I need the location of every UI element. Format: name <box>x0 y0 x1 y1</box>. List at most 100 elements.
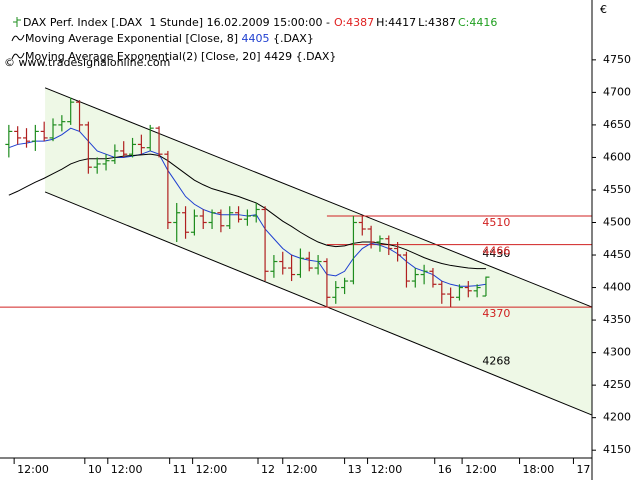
ohlc-bar <box>402 251 410 288</box>
ohlc-bar <box>349 215 357 285</box>
ohlc-bar <box>270 255 278 278</box>
ohlc-bar <box>243 209 251 226</box>
ohlc-bar <box>252 202 260 223</box>
x-tick-label: 17 <box>576 463 590 476</box>
x-tick-label: 12:00 <box>196 463 228 476</box>
y-tick-label: 4450 <box>603 248 631 261</box>
quote-value: O:4387 <box>333 16 375 29</box>
ohlc-bar <box>367 225 375 249</box>
channel-label: 4268 <box>482 354 510 367</box>
ohlc-bar <box>279 251 287 275</box>
y-tick-label: 4500 <box>603 215 631 228</box>
ohlc-bar <box>111 144 119 164</box>
legend-symbol: {.DAX} <box>273 32 314 45</box>
ohlc-bar <box>235 206 243 223</box>
x-tick-label: 12:00 <box>17 463 49 476</box>
level-label: 4466 <box>482 245 510 258</box>
ohlc-bar <box>137 134 145 155</box>
legend-symbol: {.DAX} <box>295 50 337 63</box>
ohlc-bar <box>58 115 66 132</box>
y-tick-label: 4350 <box>603 313 631 326</box>
quote-value: L:4387 <box>418 16 456 29</box>
ohlc-bar <box>332 281 340 304</box>
ohlc-bar <box>173 202 181 243</box>
x-tick-label: 11 <box>173 463 187 476</box>
legend-icon <box>11 52 25 60</box>
ohlc-bar <box>411 268 419 288</box>
channel-label: 4430 <box>482 247 510 260</box>
y-tick-label: 4550 <box>603 183 631 196</box>
ohlc-bar <box>208 209 216 229</box>
ohlc-bar <box>155 126 163 158</box>
ohlc-bar <box>464 281 472 298</box>
ohlc-bar <box>261 206 269 282</box>
ohlc-bar <box>288 255 296 282</box>
y-tick-label: 4150 <box>603 443 631 456</box>
ohlc-bar <box>164 150 172 229</box>
y-tick-label: 4750 <box>603 53 631 66</box>
legend-entry: Moving Average Exponential [Close, 8] 44… <box>4 19 314 45</box>
y-tick-label: 4250 <box>603 378 631 391</box>
x-tick-label: 16 <box>438 463 452 476</box>
x-tick-label: 18:00 <box>523 463 555 476</box>
ohlc-bar <box>190 209 198 236</box>
ohlc-bar <box>226 206 234 229</box>
ohlc-bar <box>76 100 84 132</box>
header-quote: DAX Perf. Index [.DAX 1 Stunde] 16.02.20… <box>4 3 497 29</box>
y-tick-label: 4700 <box>603 85 631 98</box>
quote-value: C:4416 <box>457 16 498 29</box>
ohlc-bar <box>14 126 22 145</box>
ohlc-bar <box>67 97 75 125</box>
y-tick-label: 4600 <box>603 150 631 163</box>
background-layer: 4430 4268 4510 4466 4370 <box>0 87 593 416</box>
legend-value: 4405 <box>241 32 270 45</box>
ohlc-bar <box>120 141 128 158</box>
x-tick-label: 12:00 <box>111 463 143 476</box>
ohlc-bar <box>217 209 225 233</box>
ohlc-bar <box>429 268 437 288</box>
x-tick-label: 12:00 <box>371 463 403 476</box>
ohlc-bar <box>358 215 366 236</box>
ohlc-bar <box>199 209 207 229</box>
x-tick-label: 12:00 <box>465 463 497 476</box>
y-tick-label: 4650 <box>603 118 631 131</box>
ohlc-bar <box>447 287 455 308</box>
ohlc-bar <box>341 277 349 295</box>
ohlc-bar <box>482 276 490 297</box>
ohlc-bar <box>473 284 481 298</box>
ohlc-bar <box>84 121 92 174</box>
data-layer <box>5 97 490 308</box>
ohlc-bar <box>305 251 313 272</box>
ohlc-bar <box>31 124 39 151</box>
level-label: 4510 <box>482 216 510 229</box>
ohlc-bar <box>93 157 101 174</box>
ohlc-bar <box>394 242 402 262</box>
ohlc-bar <box>314 255 322 275</box>
x-tick-label: 13 <box>348 463 362 476</box>
channel-line <box>44 87 593 308</box>
legend-label: Moving Average Exponential(2) [Close, 20… <box>25 50 261 63</box>
ohlc-bar <box>102 154 110 171</box>
ohlc-bar <box>146 124 154 151</box>
ohlc-bar <box>376 235 384 252</box>
y-tick-label: 4300 <box>603 346 631 359</box>
legend-value: 4429 <box>264 50 293 63</box>
channel-fill <box>45 87 593 416</box>
level-label: 4370 <box>482 307 510 320</box>
channel-line <box>44 191 593 416</box>
y-tick-label: 4400 <box>603 281 631 294</box>
ohlc-bar <box>182 206 190 239</box>
x-tick-label: 10 <box>88 463 102 476</box>
legend-icon <box>11 34 25 42</box>
ohlc-bar <box>40 121 48 142</box>
ohlc-bar <box>5 124 13 158</box>
header-title: DAX Perf. Index [.DAX 1 Stunde] 16.02.20… <box>23 16 330 29</box>
x-tick-label: 12:00 <box>286 463 318 476</box>
ohlc-bar <box>23 128 31 148</box>
quote-value: H:4417 <box>376 16 417 29</box>
currency: € <box>600 3 607 16</box>
watermark: © www.tradesignalonline.com <box>4 56 171 69</box>
ohlc-bar <box>323 258 331 308</box>
